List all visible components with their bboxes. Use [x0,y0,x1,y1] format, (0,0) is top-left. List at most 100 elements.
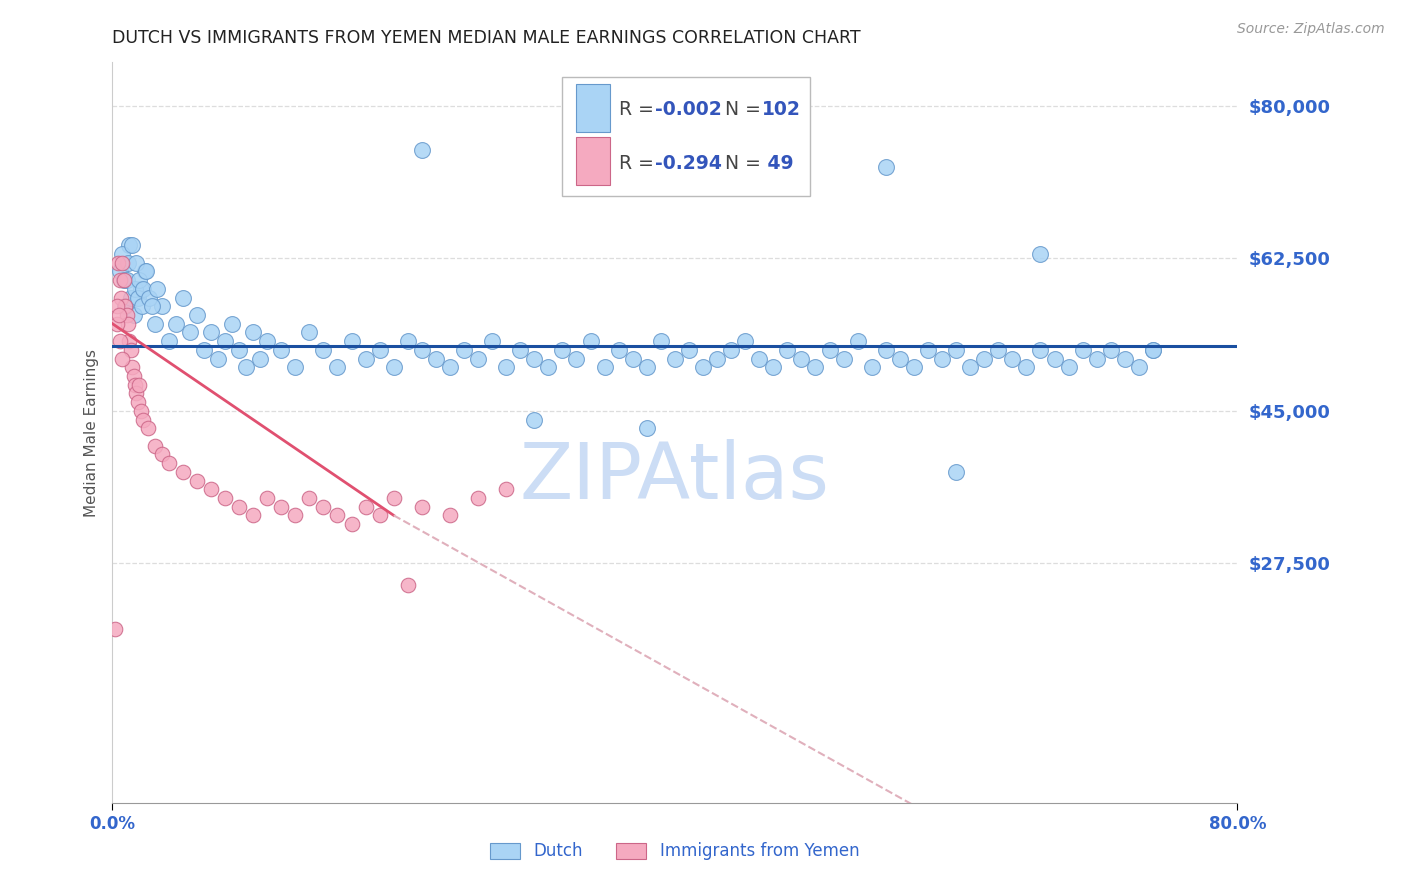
Text: R =: R = [619,153,659,173]
Point [621,351,644,366]
Point [249,351,271,366]
Point [207,351,229,366]
Point [111,256,134,270]
Point [987,343,1010,357]
Point [114,299,136,313]
Point [110,291,132,305]
Point [179,326,201,340]
Point [228,343,250,357]
Text: ZIPAtlas: ZIPAtlas [520,439,830,515]
Point [165,317,187,331]
Point [917,343,939,357]
Point [832,351,855,366]
Point [122,308,145,322]
Text: N =: N = [725,153,768,173]
Point [124,377,146,392]
Point [973,351,995,366]
Point [110,334,132,348]
Point [607,134,630,148]
Point [495,482,517,496]
Text: 102: 102 [762,100,800,120]
Point [157,334,180,348]
Point [270,343,292,357]
Point [846,334,869,348]
Point [312,343,335,357]
Point [368,343,391,357]
Point [1085,351,1108,366]
Point [551,343,574,357]
Point [122,369,145,384]
Point [256,334,278,348]
Point [124,282,146,296]
Point [112,273,135,287]
Point [875,343,897,357]
Point [945,343,967,357]
Point [200,482,222,496]
Point [186,474,208,488]
Point [141,299,163,313]
Point [439,360,461,375]
Point [959,360,981,375]
Text: -0.294: -0.294 [655,153,721,173]
Point [762,169,785,183]
Point [111,247,134,261]
Point [121,238,143,252]
Point [1015,360,1038,375]
Point [298,491,321,505]
Point [242,508,264,523]
Point [150,299,173,313]
Point [132,412,155,426]
Point [326,508,349,523]
Point [114,299,136,313]
Point [889,351,911,366]
Point [172,465,194,479]
Point [1071,343,1094,357]
Point [1029,247,1052,261]
Point [776,343,799,357]
Point [157,456,180,470]
Point [326,360,349,375]
Point [593,360,616,375]
Point [396,578,419,592]
Text: DUTCH VS IMMIGRANTS FROM YEMEN MEDIAN MALE EARNINGS CORRELATION CHART: DUTCH VS IMMIGRANTS FROM YEMEN MEDIAN MA… [112,29,860,47]
Point [200,326,222,340]
Point [298,326,321,340]
Point [108,264,131,278]
Point [117,317,139,331]
Point [143,317,166,331]
Bar [576,137,610,186]
Point [411,500,433,514]
Point [354,351,377,366]
Point [382,491,405,505]
Point [903,360,925,375]
Point [411,343,433,357]
Point [1029,343,1052,357]
Point [115,308,138,322]
Point [706,351,728,366]
Point [221,317,243,331]
Point [132,282,155,296]
Point [439,508,461,523]
Point [931,351,953,366]
Point [945,465,967,479]
Point [860,360,883,375]
Point [509,343,531,357]
Point [1128,360,1150,375]
Point [120,291,142,305]
Point [453,343,475,357]
Point [143,439,166,453]
Point [523,351,546,366]
Point [650,334,672,348]
Point [134,264,156,278]
Point [146,282,169,296]
Point [762,360,785,375]
Point [127,395,149,409]
Legend: Dutch, Immigrants from Yemen: Dutch, Immigrants from Yemen [482,834,868,869]
Point [136,421,159,435]
Point [368,508,391,523]
Point [138,291,160,305]
Point [818,343,841,357]
Point [256,491,278,505]
Point [108,273,131,287]
Point [607,343,630,357]
